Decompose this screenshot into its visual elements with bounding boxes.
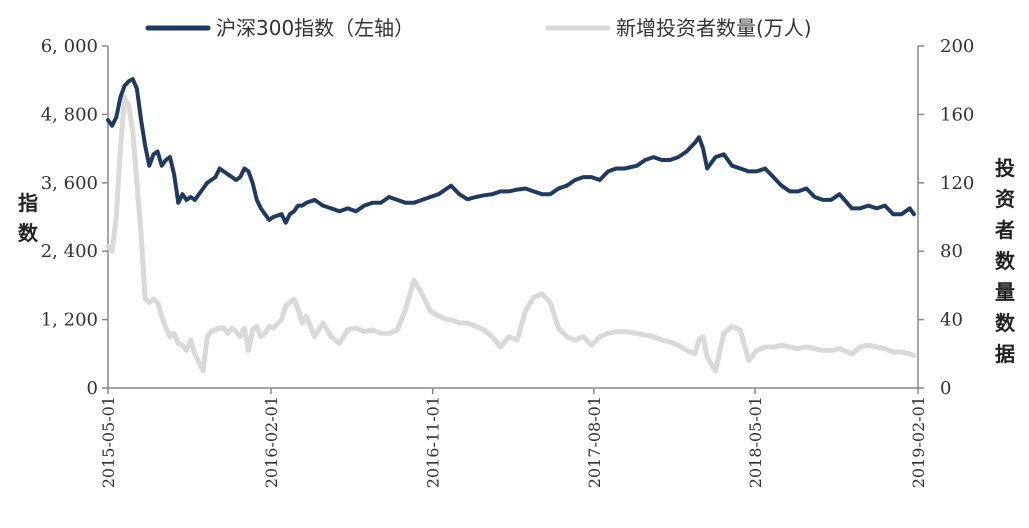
series-layer xyxy=(105,77,917,374)
x-tick-label: 2016-11-01 xyxy=(424,396,443,488)
x-axis-ticks: 2015-05-01 2016-02-01 2016-11-01 2017-08-01… xyxy=(99,388,928,488)
right-tick-label: 40 xyxy=(940,310,963,331)
right-axis-ticks: 0 40 80 120 160 200 xyxy=(918,36,974,399)
right-tick-label: 80 xyxy=(940,241,963,262)
left-tick-label: 1, 200 xyxy=(41,310,98,331)
left-axis-title: 指数 xyxy=(18,191,39,245)
x-tick-label: 2016-02-01 xyxy=(262,396,281,488)
left-tick-label: 3, 600 xyxy=(41,173,98,194)
left-tick-label: 4, 800 xyxy=(41,104,98,125)
axis-titles: 指数 投资者数量数据 xyxy=(18,156,1016,366)
right-tick-label: 120 xyxy=(940,173,974,194)
left-axis-ticks: 0 1, 200 2, 400 3, 600 4, 800 6, 000 xyxy=(41,36,108,399)
legend: 沪深300指数（左轴） 新增投资者数量(万人) xyxy=(145,16,812,40)
legend-label-index: 沪深300指数（左轴） xyxy=(216,16,414,40)
axes xyxy=(107,46,919,389)
left-tick-label: 2, 400 xyxy=(41,241,98,262)
legend-label-investors: 新增投资者数量(万人) xyxy=(616,16,812,40)
series-line-investors xyxy=(105,94,917,374)
x-tick-label: 2015-05-01 xyxy=(99,396,118,488)
series-line-index xyxy=(106,77,916,225)
x-tick-label: 2018-05-01 xyxy=(746,396,765,488)
right-tick-label: 200 xyxy=(940,36,974,57)
left-tick-label: 0 xyxy=(87,378,98,399)
right-axis-title: 投资者数量数据 xyxy=(994,156,1016,366)
x-tick-label: 2019-02-01 xyxy=(909,396,928,488)
right-tick-label: 0 xyxy=(940,378,951,399)
right-tick-label: 160 xyxy=(940,104,974,125)
left-tick-label: 6, 000 xyxy=(41,36,98,57)
x-tick-label: 2017-08-01 xyxy=(585,396,604,488)
